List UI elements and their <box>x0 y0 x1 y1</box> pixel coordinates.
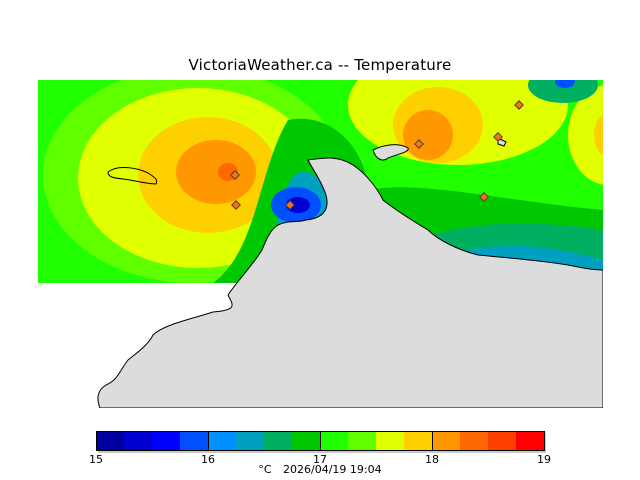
legend-caption: °C 2026/04/19 19:04 <box>0 463 640 476</box>
colorbar-swatch <box>236 431 265 451</box>
colorbar-swatch <box>96 431 125 451</box>
station-marker[interactable] <box>479 192 489 202</box>
colorbar-swatch <box>264 431 293 451</box>
warm-core-east <box>594 114 603 156</box>
colorbar-swatch <box>208 431 237 451</box>
warm-core-north <box>403 110 453 160</box>
unit-label: °C <box>258 463 272 476</box>
colorbar-swatch <box>460 431 489 451</box>
colorbar-swatch <box>292 431 321 451</box>
colorbar-swatch <box>124 431 153 451</box>
station-marker[interactable] <box>230 170 240 180</box>
station-marker[interactable] <box>514 100 524 110</box>
colorbar-tick-18: 18 <box>425 453 439 466</box>
colorbar-swatch <box>376 431 405 451</box>
colorbar-swatch <box>320 431 349 451</box>
colorbar-tick-16: 16 <box>201 453 215 466</box>
warm-zone-east <box>568 85 603 185</box>
colorbar-swatches <box>96 431 545 451</box>
timestamp: 2026/04/19 19:04 <box>283 463 382 476</box>
island-north <box>372 144 409 161</box>
warm-core-west <box>176 140 256 204</box>
station-marker[interactable] <box>231 200 241 210</box>
colorbar-frame <box>96 431 545 451</box>
cold-spot-northeast <box>555 80 575 88</box>
colorbar-swatch <box>488 431 517 451</box>
station-marker[interactable] <box>493 132 503 142</box>
colorbar-swatch <box>152 431 181 451</box>
colorbar-swatch <box>348 431 377 451</box>
colorbar-swatch <box>516 431 545 451</box>
colorbar-tick-15: 15 <box>89 453 103 466</box>
colorbar-tick-17: 17 <box>313 453 327 466</box>
island-small-east <box>497 137 507 147</box>
cool-zone-northeast <box>528 80 598 103</box>
colorbar-swatch <box>180 431 209 451</box>
station-marker[interactable] <box>285 200 295 210</box>
colorbar-tick-19: 19 <box>537 453 551 466</box>
map-title: VictoriaWeather.ca -- Temperature <box>188 56 452 74</box>
island-outline-west <box>107 166 158 185</box>
land-mass <box>97 157 603 408</box>
cold-core-central <box>286 197 310 213</box>
station-markers <box>230 100 524 210</box>
temperature-map <box>38 80 603 408</box>
colorbar-swatch <box>404 431 433 451</box>
colorbar-swatch <box>432 431 461 451</box>
colorbar <box>96 431 546 453</box>
station-marker[interactable] <box>414 139 424 149</box>
